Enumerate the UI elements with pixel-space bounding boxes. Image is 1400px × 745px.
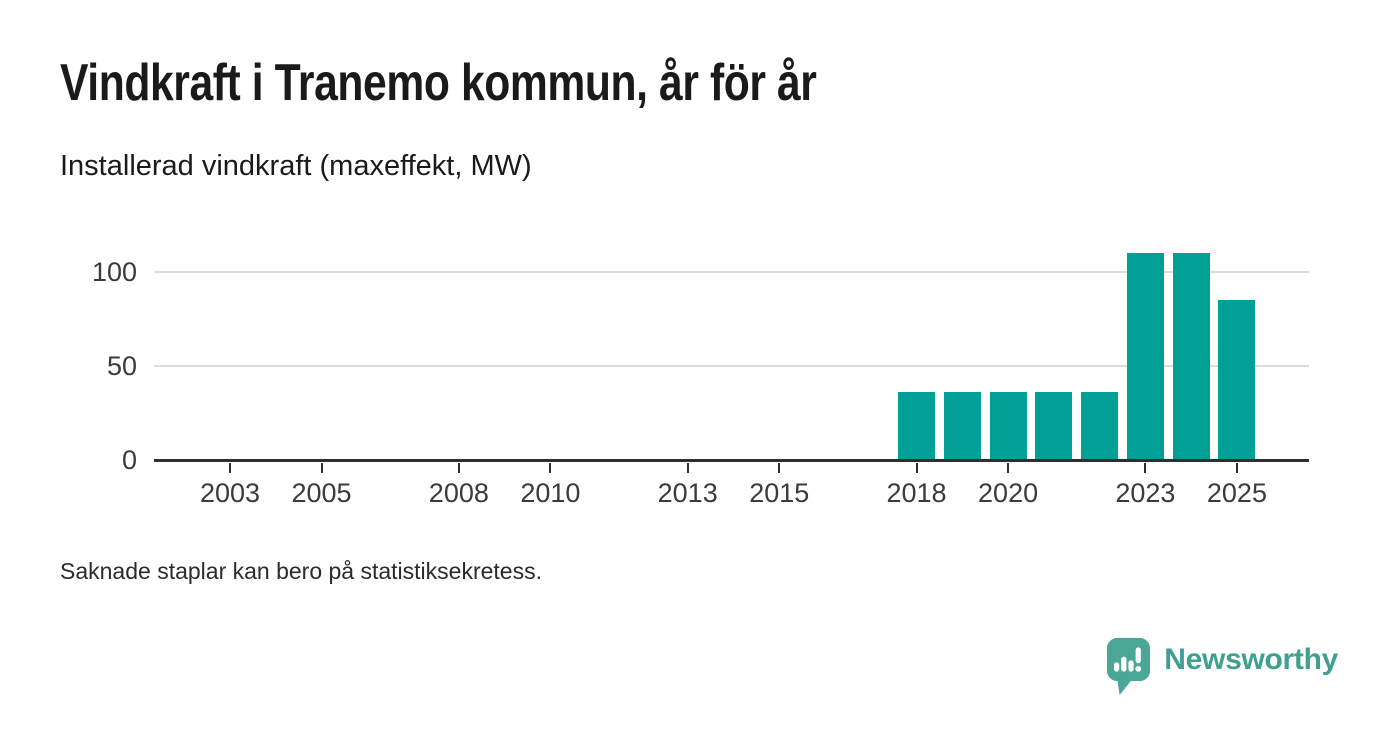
chart-title: Vindkraft i Tranemo kommun, år för år [60,54,817,112]
x-axis-tick-label-2025: 2025 [1206,478,1267,508]
x-axis-tick-mark-2015 [778,463,781,473]
x-axis-tick-label-2010: 2010 [520,478,581,508]
gridline-50 [154,365,1309,367]
x-axis-tick-mark-2005 [320,463,323,473]
newsworthy-wordmark: Newsworthy [1164,643,1338,676]
x-axis-tick-mark-2018 [915,463,918,473]
bar-2021 [1035,392,1073,460]
x-axis-tick-mark-2020 [1007,463,1010,473]
gridline-100 [154,271,1309,273]
x-axis-tick-mark-2023 [1144,463,1147,473]
bar-2018 [898,392,936,460]
x-axis-tick-mark-2013 [686,463,689,473]
x-axis-tick-label-2005: 2005 [291,478,352,508]
x-axis-line [154,459,1309,462]
y-axis-tick-label-100: 100 [91,257,137,287]
bar-2025 [1218,300,1256,460]
x-axis-tick-label-2013: 2013 [657,478,718,508]
chart-footnote: Saknade staplar kan bero på statistiksek… [60,558,542,584]
bar-2020 [989,392,1027,460]
x-axis-tick-label-2003: 2003 [199,478,261,508]
x-axis-tick-mark-2003 [229,463,231,473]
x-axis-tick-mark-2010 [549,463,552,473]
x-axis-tick-mark-2008 [457,463,460,473]
x-axis-tick-label-2018: 2018 [886,478,947,508]
x-axis-tick-label-2020: 2020 [978,478,1039,508]
bar-2019 [943,392,981,460]
bar-2022 [1081,392,1119,460]
bar-2024 [1172,253,1210,460]
chart-subtitle: Installerad vindkraft (maxeffekt, MW) [60,150,532,182]
x-axis-tick-mark-2025 [1235,463,1238,473]
x-axis-tick-label-2015: 2015 [749,478,810,508]
y-axis-tick-label-50: 50 [106,351,137,381]
bar-chart-speech-bubble-icon [1107,637,1151,696]
bar-2023 [1126,253,1164,460]
y-axis-tick-label-0: 0 [121,445,137,475]
x-axis-tick-label-2008: 2008 [428,478,489,508]
newsworthy-logo: Newsworthy [1106,637,1338,696]
x-axis-tick-label-2023: 2023 [1115,478,1176,508]
